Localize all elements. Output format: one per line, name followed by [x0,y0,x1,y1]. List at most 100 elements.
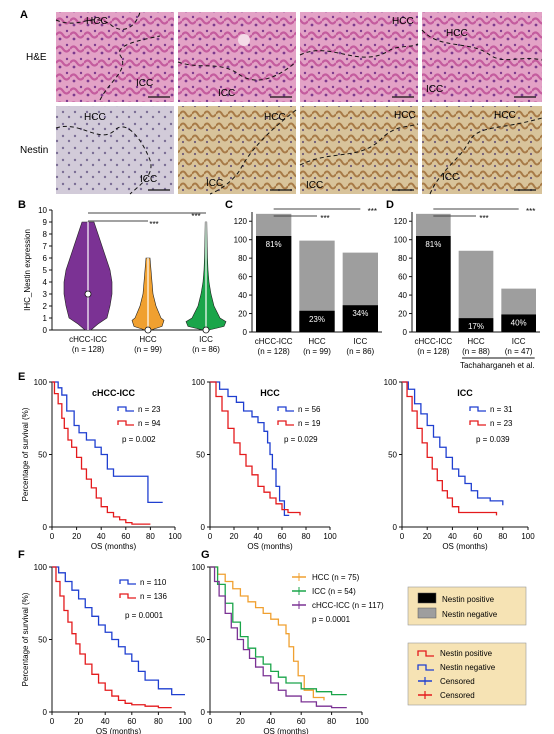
y-tick-label: 2 [43,302,48,311]
n-label: (n = 47) [505,347,533,356]
y-tick-label: 100 [234,236,248,245]
y-tick-label: 7 [43,242,48,251]
panel-f-km: 0 50 100 0 20 40 60 80 100 OS (months) Percentage … [21,563,192,734]
chart-title: HCC [260,388,280,398]
n-label: (n = 86) [192,345,220,354]
nestin-micrograph-3: HCC ICC [299,106,419,194]
y-tick-label: 0 [201,708,206,717]
km-curve-0 [52,566,185,696]
group-label: Tachaharganeh et al. [460,361,535,370]
y-tick-label: 100 [394,236,408,245]
x-tick-label: 100 [168,532,182,541]
p-value: p = 0.0001 [125,611,164,620]
legend-label: Censored [440,691,475,700]
x-tick-label: 100 [178,717,192,726]
x-tick-label: 60 [127,717,136,726]
category-label: HCC [467,337,485,346]
x-tick-label: 0 [208,717,213,726]
bar-positive-HCC [299,310,335,332]
chart-title: cHCC-ICC [92,388,136,398]
y-tick-label: 20 [238,310,247,319]
panel-letter-f: F [18,549,25,561]
category-label: cHCC-ICC [69,335,107,344]
y-tick-label: 100 [34,563,48,572]
legend-swatch [119,579,136,585]
km-curve-1 [210,381,301,516]
y-tick-label: 40 [398,291,407,300]
legend-label: n = 136 [140,592,167,601]
x-tick-label: 60 [297,717,306,726]
bar-positive-cHCC-ICC [256,236,292,332]
y-tick-label: 80 [398,254,407,263]
he-micrograph-1: HCC ICC [55,11,174,102]
y-tick-label: 1 [43,314,48,323]
y-tick-label: 10 [38,206,47,215]
legend-label: n = 56 [298,405,321,414]
region-label: HCC [394,110,416,121]
y-axis-label: IHC_Nestin expression [23,229,32,311]
x-axis-label: OS (months) [263,727,309,734]
y-tick-label: 100 [192,378,206,387]
km-curve-0 [52,381,163,503]
n-label: (n = 128) [72,345,105,354]
bar-positive-HCC [458,318,494,332]
y-tick-label: 0 [43,708,48,717]
he-micrograph-2: ICC [177,12,297,102]
y-tick-label: 50 [388,451,397,460]
legend-swatch [277,420,294,426]
n-label: (n = 86) [346,347,374,356]
legend-label: n = 94 [138,419,161,428]
legend-label: cHCC-ICC (n = 117) [312,601,384,610]
panel-c-bar: 0 20 40 60 80 100 120 81% cHCC-ICC(n = 128) 23% HC… [234,207,382,356]
panel-letter-e: E [18,371,25,383]
legend-label: n = 23 [138,405,161,414]
y-tick-label: 9 [43,218,48,227]
x-tick-label: 40 [101,717,110,726]
x-tick-label: 40 [97,532,106,541]
percent-label: 23% [309,315,325,324]
x-tick-label: 0 [208,532,213,541]
x-tick-label: 80 [146,532,155,541]
percent-label: 40% [511,318,527,327]
legend-swatch [417,607,437,619]
x-tick-label: 60 [473,532,482,541]
panel-g-km: 0 50 100 0 20 40 60 80 100 OS (months) HCC (n = 75… [192,563,384,734]
x-axis-label: OS (months) [96,727,142,734]
bar-positive-cHCC-ICC [416,236,451,332]
row-label-he: H&E [26,52,47,63]
x-tick-label: 100 [355,717,369,726]
panel-a: H&E Nestin HCC ICC ICC HCC HCC IC [20,11,543,195]
legend-swatch [417,664,434,671]
y-tick-label: 5 [43,266,48,275]
km-curve-1 [402,381,498,516]
region-label: ICC [306,180,323,191]
panel-letter-d: D [386,199,394,211]
y-tick-label: 120 [394,217,408,226]
x-tick-label: 80 [302,532,311,541]
region-label: HCC [86,16,108,27]
category-label: HCC [308,337,326,346]
y-tick-label: 100 [384,378,398,387]
x-tick-label: 0 [50,717,55,726]
x-tick-label: 40 [266,717,275,726]
significance-stars: *** [191,212,200,221]
region-label: ICC [136,78,153,89]
legend-label: n = 23 [490,419,513,428]
y-tick-label: 0 [43,523,48,532]
y-tick-label: 0 [403,328,408,337]
x-tick-label: 0 [400,532,405,541]
y-tick-label: 50 [196,636,205,645]
significance-stars: *** [479,214,488,223]
he-micrograph-4: HCC ICC [421,12,543,102]
km-curve-1 [52,381,151,525]
y-tick-label: 60 [398,273,407,282]
x-tick-label: 100 [323,532,337,541]
km-curve-0 [402,381,504,506]
x-axis-label: OS (months) [442,542,488,551]
region-label: HCC [84,112,106,123]
x-tick-label: 20 [230,532,239,541]
panel-e-km-chcc: 0 50 100 0 20 40 60 80 100 OS (months) Percentage … [21,378,182,551]
panel-e-km-hcc: 0 50 100 0 20 40 60 80 100 OS (months) HCC n = 56 n … [192,378,338,551]
category-label: HCC [139,335,157,344]
